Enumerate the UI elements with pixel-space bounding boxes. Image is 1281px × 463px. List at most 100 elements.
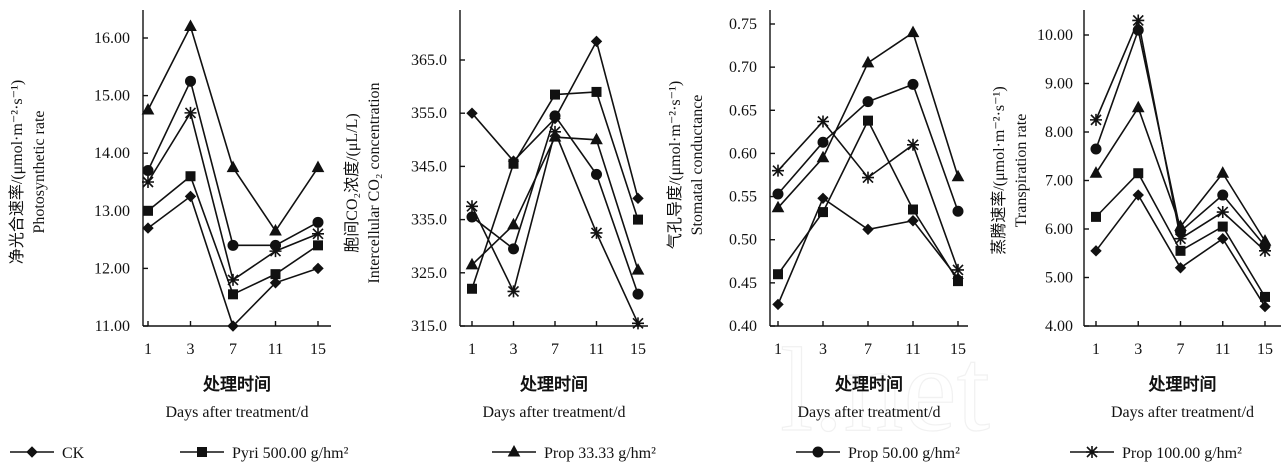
data-point	[465, 257, 479, 270]
data-point	[907, 138, 919, 151]
data-point	[1091, 211, 1101, 222]
data-point	[908, 204, 918, 215]
data-point	[269, 277, 282, 289]
data-point	[507, 217, 520, 230]
legend-marker	[507, 444, 521, 457]
legend: CK Pyri 500.00 g/hm² Prop 33.33 g/hm² Prop …	[10, 444, 1242, 462]
data-point	[1133, 168, 1144, 179]
data-point	[508, 243, 519, 255]
data-point	[269, 223, 282, 236]
data-point	[227, 320, 239, 332]
data-point	[862, 96, 874, 108]
legend-label: CK	[62, 445, 85, 462]
data-point	[1260, 291, 1270, 302]
data-point	[818, 207, 828, 218]
y-tick-label: 15.00	[94, 88, 130, 105]
series-line	[777, 118, 959, 282]
y-axis-title-en: Intercellular CO₂ concentration	[366, 82, 383, 283]
series-line	[471, 129, 639, 324]
data-point	[632, 317, 644, 330]
y-axis-title-en: Stomatal conductance	[689, 95, 706, 236]
data-point	[185, 171, 196, 182]
legend-marker	[26, 446, 38, 458]
series-line	[777, 197, 959, 305]
x-tick-label: 1	[1092, 341, 1100, 358]
series-square	[467, 86, 643, 294]
x-tick-label: 1	[468, 341, 476, 358]
y-axis-title-en: Photosynthetic rate	[31, 110, 48, 233]
data-point	[1089, 166, 1103, 178]
data-point	[952, 205, 964, 217]
data-point	[184, 106, 197, 119]
y-axis-title-cn: 气孔导度/(μmol·m⁻²·s⁻¹)	[666, 81, 684, 249]
data-point	[1175, 245, 1186, 256]
data-point	[861, 55, 875, 68]
series-star	[1090, 14, 1271, 257]
data-point	[311, 160, 325, 173]
data-point	[269, 245, 282, 258]
data-point	[773, 269, 783, 280]
data-point	[1131, 100, 1145, 113]
y-tick-label: 5.00	[1045, 270, 1073, 287]
data-point	[953, 276, 963, 287]
data-point	[312, 262, 324, 275]
y-tick-label: 315.0	[411, 318, 447, 335]
data-point	[951, 169, 965, 182]
data-point	[590, 35, 603, 48]
x-axis-title-en: Days after treatment/d	[165, 404, 308, 421]
data-point	[1132, 14, 1145, 27]
series-circle	[142, 75, 324, 251]
y-tick-label: 0.75	[729, 16, 757, 33]
series-diamond	[772, 192, 964, 311]
x-tick-label: 3	[819, 341, 827, 358]
legend-label: Prop 100.00 g/hm²	[1122, 445, 1242, 462]
data-point	[1174, 262, 1187, 274]
series-line	[777, 120, 959, 271]
data-point	[226, 160, 240, 173]
y-axis-title-cn: 胞间CO₂浓度/(μL/L)	[343, 113, 361, 252]
x-tick-label: 15	[630, 341, 646, 358]
legend-item: Pyri 500.00 g/hm²	[180, 445, 349, 462]
y-tick-label: 14.00	[94, 145, 130, 162]
data-point	[312, 216, 324, 228]
data-point	[184, 190, 197, 203]
series-circle	[772, 78, 964, 217]
data-point	[817, 115, 829, 128]
data-point	[549, 125, 561, 138]
data-point	[313, 240, 323, 251]
series-star	[466, 125, 644, 330]
data-point	[862, 223, 874, 236]
legend-marker	[812, 446, 824, 458]
data-point	[142, 176, 154, 188]
legend-label: Prop 50.00 g/hm²	[848, 445, 960, 462]
data-point	[466, 107, 478, 119]
data-point	[549, 110, 561, 122]
x-tick-label: 15	[310, 341, 326, 358]
data-point	[907, 215, 919, 227]
series-line	[1095, 27, 1266, 247]
x-tick-label: 3	[510, 341, 518, 358]
y-axis-title-cn: 蒸腾速率/(μmol·m⁻²·s⁻¹)	[990, 86, 1008, 254]
y-tick-label: 4.00	[1045, 318, 1073, 335]
y-tick-label: 7.00	[1045, 173, 1073, 190]
y-tick-label: 335.0	[411, 212, 447, 229]
y-tick-label: 9.00	[1045, 76, 1073, 93]
data-point	[1216, 166, 1230, 178]
x-tick-label: 7	[864, 341, 872, 358]
chart-panel-2: 315.0 325.0 335.0 345.0 355.0 365.0 1 3 7 11 15 处理时…	[343, 10, 648, 421]
data-point	[1259, 300, 1271, 313]
data-point	[633, 214, 643, 225]
data-point	[862, 171, 874, 184]
y-tick-label: 0.70	[729, 59, 757, 76]
series-diamond	[142, 190, 324, 332]
data-point	[631, 263, 645, 275]
data-point	[1217, 189, 1229, 201]
y-tick-label: 0.45	[729, 275, 757, 292]
data-point	[817, 192, 829, 205]
data-point	[507, 285, 520, 298]
legend-item: Prop 100.00 g/hm²	[1070, 445, 1242, 462]
series-line	[147, 24, 319, 233]
data-point	[184, 19, 197, 31]
series-line	[471, 136, 639, 271]
series-square	[773, 115, 963, 287]
